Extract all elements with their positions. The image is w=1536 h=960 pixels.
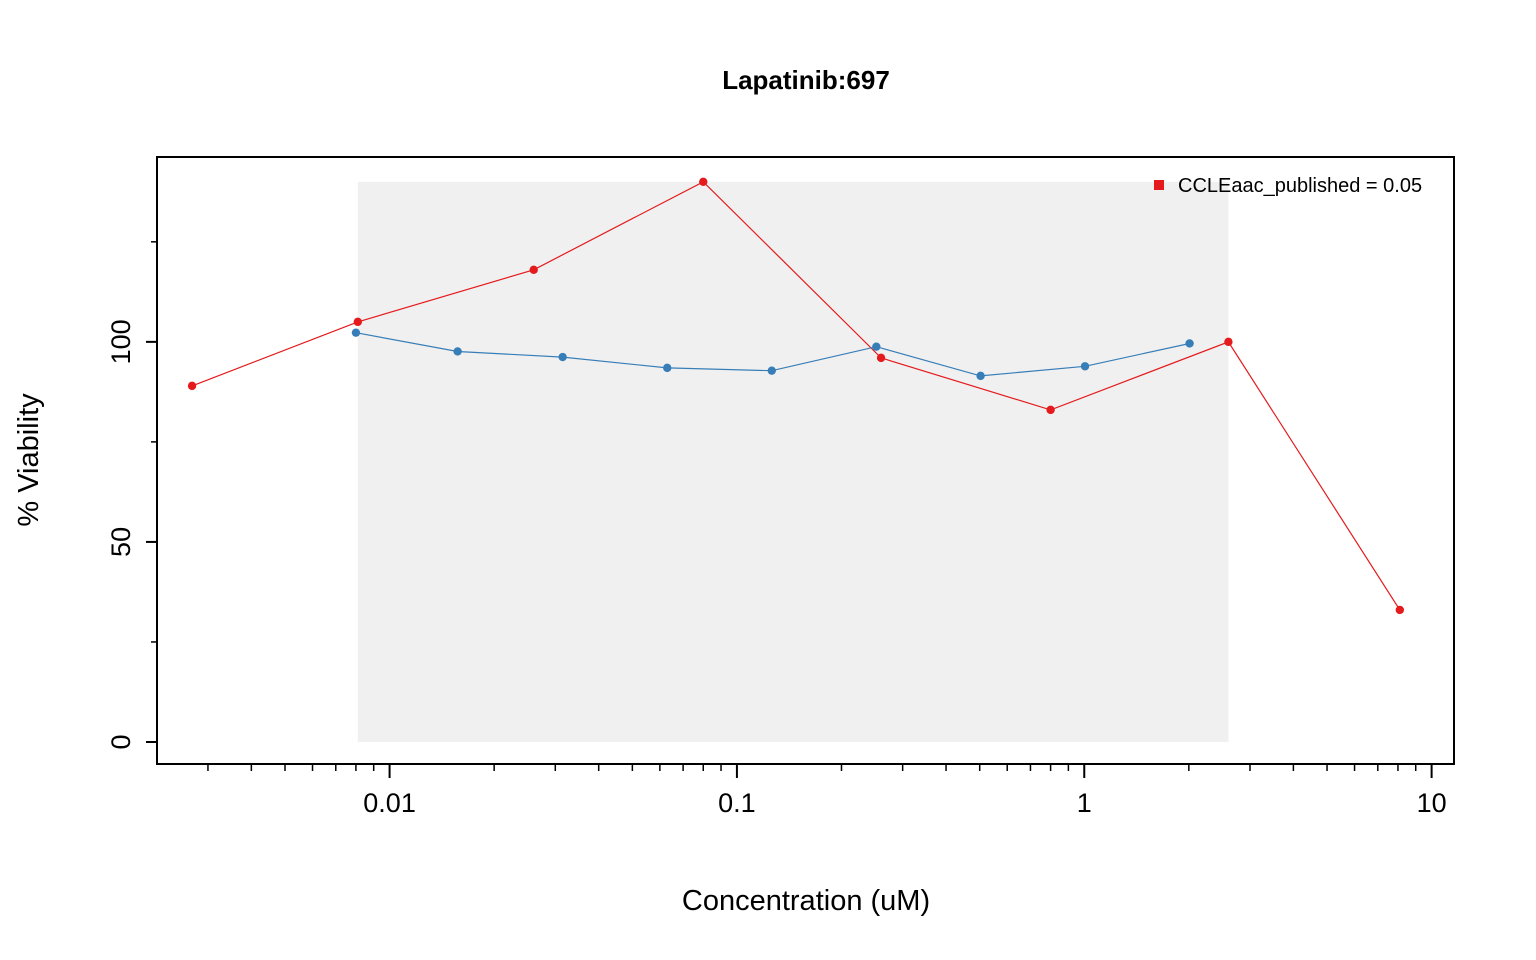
y-axis-label: % Viability <box>13 393 45 527</box>
series-1-point <box>1224 337 1233 347</box>
x-tick-label: 0.1 <box>718 788 756 818</box>
series-2-point <box>872 342 881 351</box>
x-axis: 0.01 0.1 1 10 <box>207 764 1447 818</box>
legend: CCLEaac_published = 0.05 <box>1154 175 1422 197</box>
x-tick-label: 1 <box>1077 788 1092 818</box>
series-2-point <box>1080 362 1090 371</box>
y-tick-label: 100 <box>106 319 136 364</box>
series-2-point <box>663 363 672 373</box>
legend-swatch <box>1154 180 1164 190</box>
shaded-region-layer <box>357 181 1229 742</box>
series-2-point <box>976 371 985 381</box>
series-1-point <box>876 353 886 363</box>
series-2-point <box>558 352 567 362</box>
chart-title: Lapatinib:697 <box>722 65 890 95</box>
legend-label: CCLEaac_published = 0.05 <box>1178 175 1422 197</box>
series-1-point <box>699 177 708 187</box>
series-2-point <box>1185 339 1194 348</box>
series-1-point <box>1395 605 1405 615</box>
x-axis-label: Concentration (uM) <box>682 885 930 917</box>
y-tick-label: 0 <box>106 734 136 749</box>
plot-frame <box>156 156 1455 765</box>
y-tick-label: 50 <box>106 527 136 557</box>
series-2-point <box>351 328 361 337</box>
series-2-point <box>767 366 776 375</box>
series-1-point <box>1046 405 1055 415</box>
series-1-line <box>191 181 1401 611</box>
series-2-point <box>453 347 462 356</box>
series-1-point <box>529 265 538 275</box>
series-1-point <box>187 381 197 391</box>
x-tick-label: 10 <box>1417 788 1447 818</box>
series-1-point <box>353 317 362 327</box>
y-axis: 0 50 100 <box>106 241 157 750</box>
shaded-region <box>357 181 1229 742</box>
series-layer <box>187 177 1405 615</box>
x-tick-label: 0.01 <box>363 788 416 818</box>
